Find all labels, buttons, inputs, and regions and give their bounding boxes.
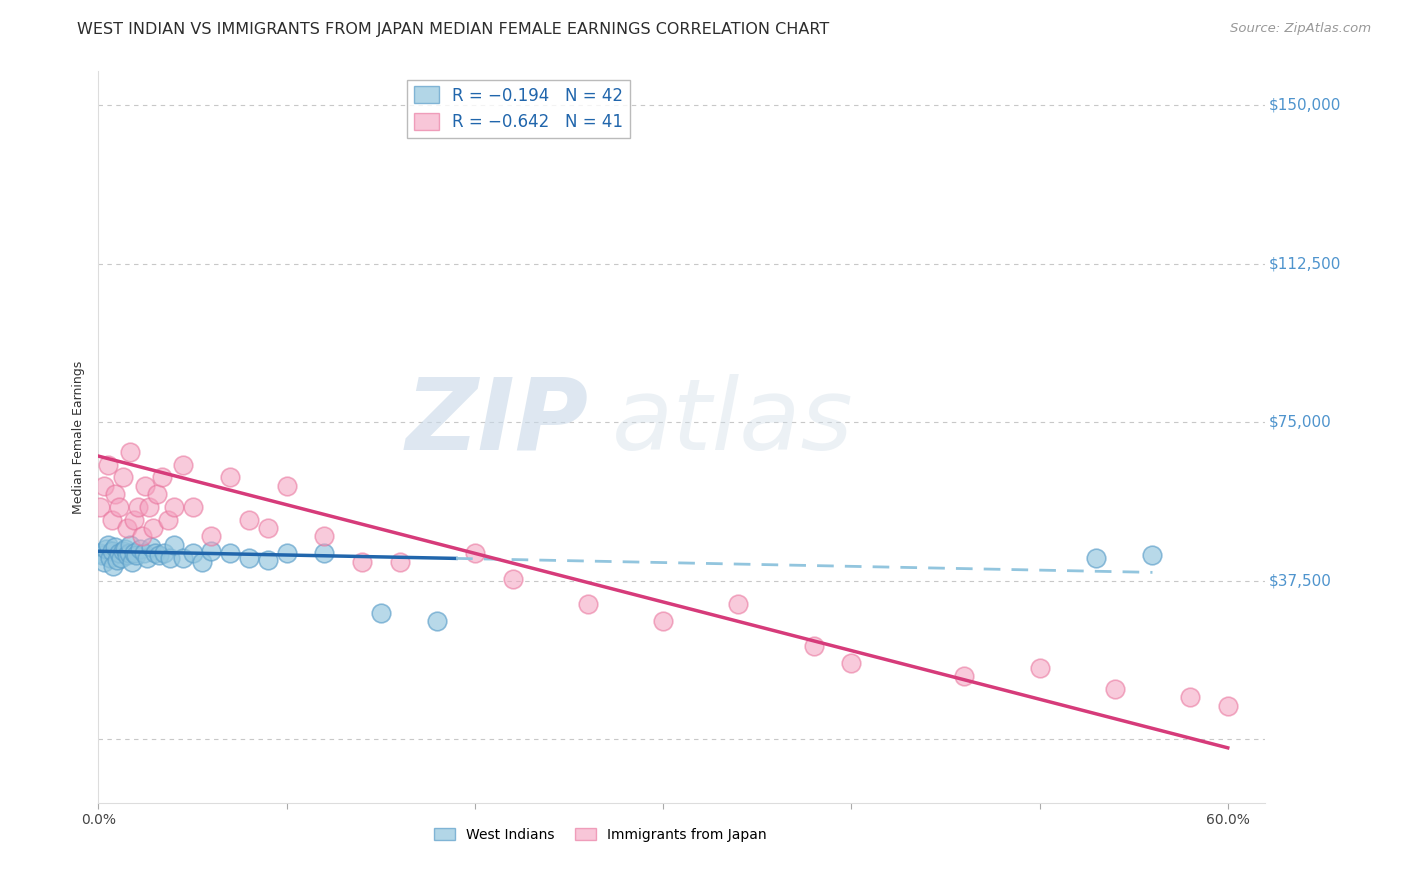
- Point: [114, 542, 136, 557]
- Point: [125, 549, 148, 563]
- Point: [388, 555, 411, 569]
- Text: Source: ZipAtlas.com: Source: ZipAtlas.com: [1230, 22, 1371, 36]
- Legend: West Indians, Immigrants from Japan: West Indians, Immigrants from Japan: [429, 822, 772, 847]
- Point: [1216, 698, 1239, 713]
- Text: $75,000: $75,000: [1270, 415, 1331, 430]
- Point: [839, 657, 862, 671]
- Point: [100, 512, 122, 526]
- Point: [104, 540, 127, 554]
- Point: [256, 521, 278, 535]
- Point: [502, 572, 524, 586]
- Point: [122, 512, 145, 526]
- Point: [219, 470, 242, 484]
- Point: [803, 640, 825, 654]
- Y-axis label: Median Female Earnings: Median Female Earnings: [72, 360, 86, 514]
- Point: [98, 550, 121, 565]
- Point: [181, 546, 204, 560]
- Point: [953, 669, 976, 683]
- Point: [238, 512, 260, 526]
- Point: [172, 458, 194, 472]
- Point: [146, 487, 169, 501]
- Text: $150,000: $150,000: [1270, 98, 1341, 112]
- Point: [314, 529, 336, 543]
- Point: [105, 552, 128, 566]
- Point: [89, 546, 111, 560]
- Point: [152, 470, 174, 484]
- Point: [1085, 550, 1108, 565]
- Point: [89, 500, 111, 514]
- Point: [127, 500, 149, 514]
- Point: [138, 500, 160, 514]
- Point: [93, 479, 115, 493]
- Point: [117, 546, 139, 560]
- Point: [93, 555, 115, 569]
- Point: [464, 546, 486, 560]
- Point: [115, 521, 138, 535]
- Point: [219, 546, 242, 560]
- Point: [104, 487, 127, 501]
- Text: atlas: atlas: [612, 374, 853, 471]
- Point: [94, 542, 117, 557]
- Point: [132, 546, 155, 560]
- Point: [108, 546, 131, 560]
- Text: WEST INDIAN VS IMMIGRANTS FROM JAPAN MEDIAN FEMALE EARNINGS CORRELATION CHART: WEST INDIAN VS IMMIGRANTS FROM JAPAN MED…: [77, 22, 830, 37]
- Point: [426, 614, 449, 628]
- Point: [103, 559, 125, 574]
- Point: [142, 521, 165, 535]
- Text: $112,500: $112,500: [1270, 256, 1341, 271]
- Point: [652, 614, 675, 628]
- Point: [1178, 690, 1201, 705]
- Point: [200, 544, 222, 558]
- Point: [121, 555, 143, 569]
- Text: $37,500: $37,500: [1270, 574, 1331, 589]
- Point: [276, 546, 298, 560]
- Point: [238, 550, 260, 565]
- Point: [163, 500, 186, 514]
- Point: [1104, 681, 1126, 696]
- Point: [370, 606, 392, 620]
- Point: [157, 512, 180, 526]
- Point: [122, 546, 145, 560]
- Point: [153, 546, 176, 560]
- Point: [727, 597, 749, 611]
- Point: [200, 529, 222, 543]
- Point: [111, 470, 134, 484]
- Point: [276, 479, 298, 493]
- Point: [100, 544, 122, 558]
- Point: [172, 550, 194, 565]
- Text: ZIP: ZIP: [405, 374, 589, 471]
- Point: [191, 555, 214, 569]
- Point: [314, 546, 336, 560]
- Point: [256, 552, 278, 566]
- Point: [576, 597, 599, 611]
- Point: [350, 555, 373, 569]
- Point: [1028, 660, 1050, 674]
- Point: [159, 550, 181, 565]
- Point: [108, 500, 131, 514]
- Point: [143, 546, 166, 560]
- Point: [97, 538, 120, 552]
- Point: [148, 549, 170, 563]
- Point: [111, 544, 134, 558]
- Point: [136, 550, 159, 565]
- Point: [139, 540, 162, 554]
- Point: [97, 458, 120, 472]
- Point: [181, 500, 204, 514]
- Point: [110, 550, 132, 565]
- Point: [120, 538, 142, 552]
- Point: [120, 445, 142, 459]
- Point: [1142, 549, 1164, 563]
- Point: [131, 529, 153, 543]
- Point: [134, 479, 156, 493]
- Point: [163, 538, 186, 552]
- Point: [128, 542, 150, 557]
- Point: [91, 549, 114, 563]
- Point: [115, 549, 138, 563]
